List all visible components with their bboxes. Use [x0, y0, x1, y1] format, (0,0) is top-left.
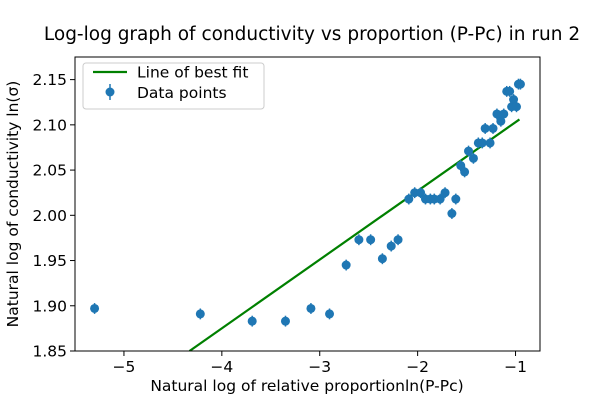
y-tick-label: 2.10	[32, 116, 67, 134]
data-point	[325, 309, 335, 319]
x-tick-label: −2	[406, 358, 429, 376]
y-axis: 1.85 1.90 1.95 2.00 2.05 2.10 2.15	[32, 71, 75, 361]
data-point	[515, 79, 525, 89]
data-point	[447, 208, 457, 218]
data-point	[280, 316, 290, 326]
data-point	[404, 194, 414, 204]
legend-label-line: Line of best fit	[137, 64, 248, 82]
best-fit-line	[188, 118, 521, 351]
x-tick-label: −4	[210, 358, 233, 376]
data-point	[386, 241, 396, 251]
x-tick-label: −3	[308, 358, 331, 376]
data-point	[492, 109, 502, 119]
data-point	[464, 146, 474, 156]
data-point	[306, 303, 316, 313]
y-tick-label: 1.85	[32, 343, 67, 361]
x-axis: −5 −4 −3 −2 −1	[113, 351, 527, 376]
chart-title: Log-log graph of conductivity vs proport…	[44, 24, 580, 45]
data-point	[505, 86, 515, 96]
data-point	[451, 194, 461, 204]
y-tick-label: 2.00	[32, 207, 67, 225]
y-tick-label: 2.05	[32, 162, 67, 180]
y-tick-label: 1.95	[32, 252, 67, 270]
x-tick-label: −1	[504, 358, 527, 376]
axes-frame	[74, 56, 541, 352]
data-point	[468, 153, 478, 163]
data-point	[440, 188, 450, 198]
chart-marks	[90, 78, 525, 351]
data-point	[435, 194, 445, 204]
data-point	[416, 188, 426, 198]
data-point	[377, 254, 387, 264]
data-point	[195, 309, 205, 319]
data-point	[460, 167, 470, 177]
data-point	[247, 316, 257, 326]
legend: Line of best fit Data points	[82, 62, 265, 110]
data-point	[354, 235, 364, 245]
data-point	[512, 102, 522, 112]
data-point	[477, 138, 487, 148]
data-point	[485, 138, 495, 148]
legend-label-points: Data points	[137, 84, 227, 102]
data-point	[480, 123, 490, 133]
y-tick-label: 2.15	[32, 71, 67, 89]
data-point	[341, 260, 351, 270]
data-point	[90, 303, 100, 313]
data-point	[366, 235, 376, 245]
x-tick-label: −5	[113, 358, 136, 376]
x-axis-label: Natural log of relative proportionln(P-P…	[150, 377, 463, 395]
data-point	[499, 109, 509, 119]
data-point	[393, 235, 403, 245]
y-tick-label: 1.90	[32, 297, 67, 315]
y-axis-label: Natural log of conductivity ln(σ)	[4, 81, 22, 328]
legend-marker-swatch	[105, 87, 115, 97]
data-point	[488, 123, 498, 133]
legend-box	[82, 62, 265, 110]
